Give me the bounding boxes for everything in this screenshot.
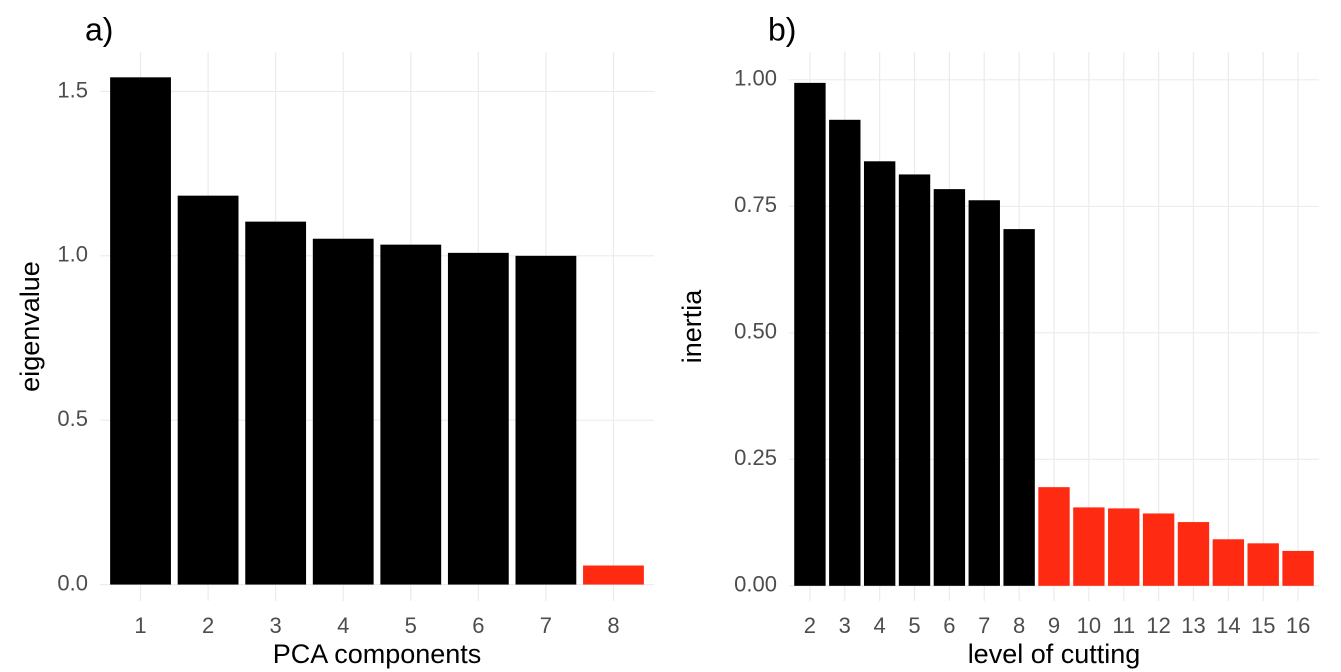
bar bbox=[312, 238, 374, 585]
x-tick-label: 4 bbox=[874, 613, 886, 638]
bar bbox=[1142, 513, 1175, 586]
bar bbox=[1177, 522, 1210, 586]
y-axis-title: eigenvalue bbox=[15, 261, 45, 392]
chart-title: b) bbox=[768, 11, 796, 47]
x-tick-label: 5 bbox=[908, 613, 920, 638]
bar bbox=[933, 189, 966, 586]
bar bbox=[1282, 550, 1314, 586]
x-tick-label: 9 bbox=[1048, 613, 1060, 638]
bar bbox=[1247, 543, 1279, 586]
bar bbox=[177, 195, 239, 585]
bar bbox=[829, 119, 861, 586]
x-tick-label: 11 bbox=[1112, 613, 1135, 638]
y-tick-label: 0.25 bbox=[734, 445, 777, 470]
bar bbox=[1003, 229, 1035, 586]
bar bbox=[1108, 508, 1140, 586]
x-axis-title: PCA components bbox=[273, 639, 482, 669]
x-tick-label: 6 bbox=[943, 613, 955, 638]
x-tick-label: 12 bbox=[1146, 613, 1170, 638]
y-tick-label: 0.5 bbox=[57, 406, 88, 431]
x-tick-label: 7 bbox=[540, 613, 552, 638]
y-tick-label: 1.00 bbox=[734, 66, 777, 91]
x-tick-label: 7 bbox=[978, 613, 990, 638]
bar bbox=[898, 174, 931, 586]
x-tick-label: 13 bbox=[1181, 613, 1205, 638]
x-tick-label: 8 bbox=[1013, 613, 1025, 638]
bar bbox=[380, 244, 442, 585]
bar bbox=[583, 565, 644, 585]
y-tick-label: 0.00 bbox=[734, 572, 777, 597]
x-tick-label: 1 bbox=[134, 613, 146, 638]
y-axis-title: inertia bbox=[677, 289, 707, 364]
bar bbox=[1212, 539, 1245, 586]
y-tick-label: 0.50 bbox=[734, 319, 777, 344]
y-tick-label: 1.0 bbox=[57, 242, 88, 267]
x-tick-label: 2 bbox=[202, 613, 214, 638]
bar bbox=[245, 221, 307, 585]
x-tick-label: 8 bbox=[607, 613, 619, 638]
x-tick-label: 5 bbox=[405, 613, 417, 638]
x-tick-label: 15 bbox=[1251, 613, 1275, 638]
x-tick-label: 6 bbox=[472, 613, 484, 638]
bar bbox=[1038, 487, 1070, 586]
x-tick-label: 14 bbox=[1216, 613, 1240, 638]
x-tick-label: 3 bbox=[839, 613, 851, 638]
x-axis-title: level of cutting bbox=[968, 639, 1141, 669]
bar bbox=[515, 255, 577, 585]
bar bbox=[447, 252, 509, 585]
x-tick-label: 4 bbox=[337, 613, 349, 638]
chart-title: a) bbox=[85, 11, 113, 47]
bar bbox=[110, 77, 171, 585]
x-tick-label: 2 bbox=[804, 613, 816, 638]
bar bbox=[863, 161, 896, 586]
bar bbox=[794, 82, 826, 586]
x-tick-label: 3 bbox=[270, 613, 282, 638]
y-tick-label: 0.0 bbox=[57, 570, 88, 595]
y-tick-label: 1.5 bbox=[57, 77, 88, 102]
y-tick-label: 0.75 bbox=[734, 192, 777, 217]
x-tick-label: 16 bbox=[1286, 613, 1310, 638]
x-tick-label: 10 bbox=[1077, 613, 1101, 638]
bar bbox=[968, 200, 1000, 586]
bar bbox=[1073, 507, 1105, 586]
